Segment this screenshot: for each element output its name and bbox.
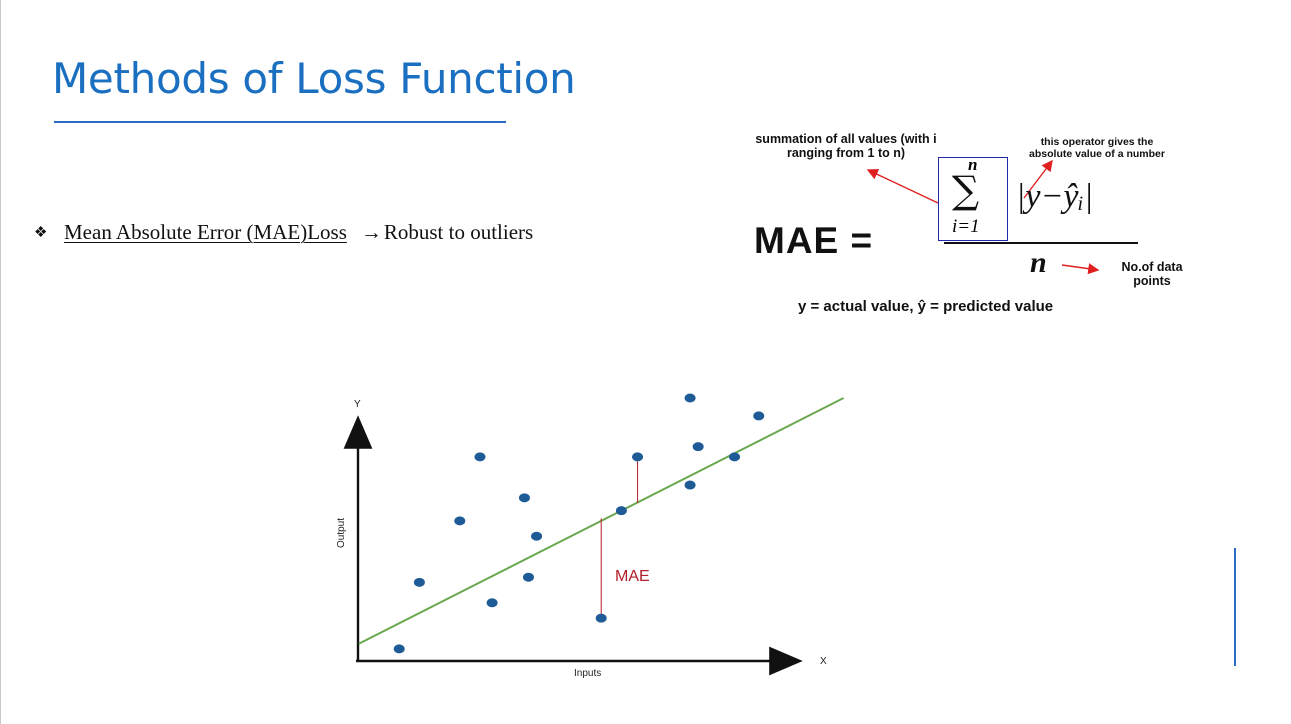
slide-title: Methods of Loss Function xyxy=(52,54,576,103)
n-annotation: No.of data points xyxy=(1121,260,1183,289)
y-axis-letter: Y xyxy=(354,399,361,410)
mae-scatter-chart: Y X Inputs Output MAE xyxy=(336,393,845,679)
data-point xyxy=(474,452,486,462)
data-point xyxy=(632,452,644,462)
y-axis-label: Output xyxy=(336,518,347,548)
data-point xyxy=(684,393,696,403)
data-point xyxy=(595,613,607,623)
sigma-icon: ∑ xyxy=(952,168,980,212)
data-point xyxy=(393,644,405,654)
accent-bar xyxy=(1234,548,1236,666)
bullet-item: ❖ Mean Absolute Error (MAE)Loss →Robust to… xyxy=(34,220,533,245)
fraction-bar xyxy=(944,242,1138,244)
mae-lhs: MAE = xyxy=(754,220,874,261)
data-point xyxy=(531,531,543,541)
data-point xyxy=(413,577,425,587)
data-point xyxy=(486,598,498,608)
data-point xyxy=(729,452,741,462)
mae-annotation-label: MAE xyxy=(615,568,650,585)
bullet-term: Mean Absolute Error (MAE)Loss xyxy=(64,220,347,244)
x-axis-label: Inputs xyxy=(574,668,601,679)
bullet-note: Robust to outliers xyxy=(383,220,534,244)
data-point xyxy=(692,442,704,452)
sum-upper-limit: n xyxy=(968,155,978,174)
data-point xyxy=(684,480,696,490)
sum-lower-limit: i=1 xyxy=(952,216,980,237)
sum-pointer-arrow xyxy=(866,169,939,204)
data-point xyxy=(753,411,765,421)
abs-pointer-arrow xyxy=(1023,159,1053,199)
absolute-error-expression: |y−ŷᵢ| xyxy=(1016,178,1094,215)
four-diamond-bullet-icon: ❖ xyxy=(34,225,48,241)
data-point xyxy=(522,572,534,582)
n-pointer-arrow xyxy=(1061,263,1100,275)
formula-caption: y = actual value, ŷ = predicted value xyxy=(798,298,1054,315)
right-arrow-icon: → xyxy=(360,220,382,244)
data-point xyxy=(454,516,466,526)
title-underline xyxy=(54,121,506,123)
mae-formula: summation of all values (with i ranging … xyxy=(740,128,1200,328)
summation-highlight-box xyxy=(938,157,1008,241)
abs-annotation: this operator gives the absolute value o… xyxy=(1029,136,1165,161)
x-axis-letter: X xyxy=(820,656,827,667)
sum-annotation: summation of all values (with i ranging … xyxy=(755,132,937,161)
data-point xyxy=(615,506,627,516)
slide-left-edge xyxy=(0,0,1,724)
denominator: n xyxy=(1030,246,1047,279)
formula-arrows xyxy=(866,159,1100,275)
data-point xyxy=(518,493,530,503)
